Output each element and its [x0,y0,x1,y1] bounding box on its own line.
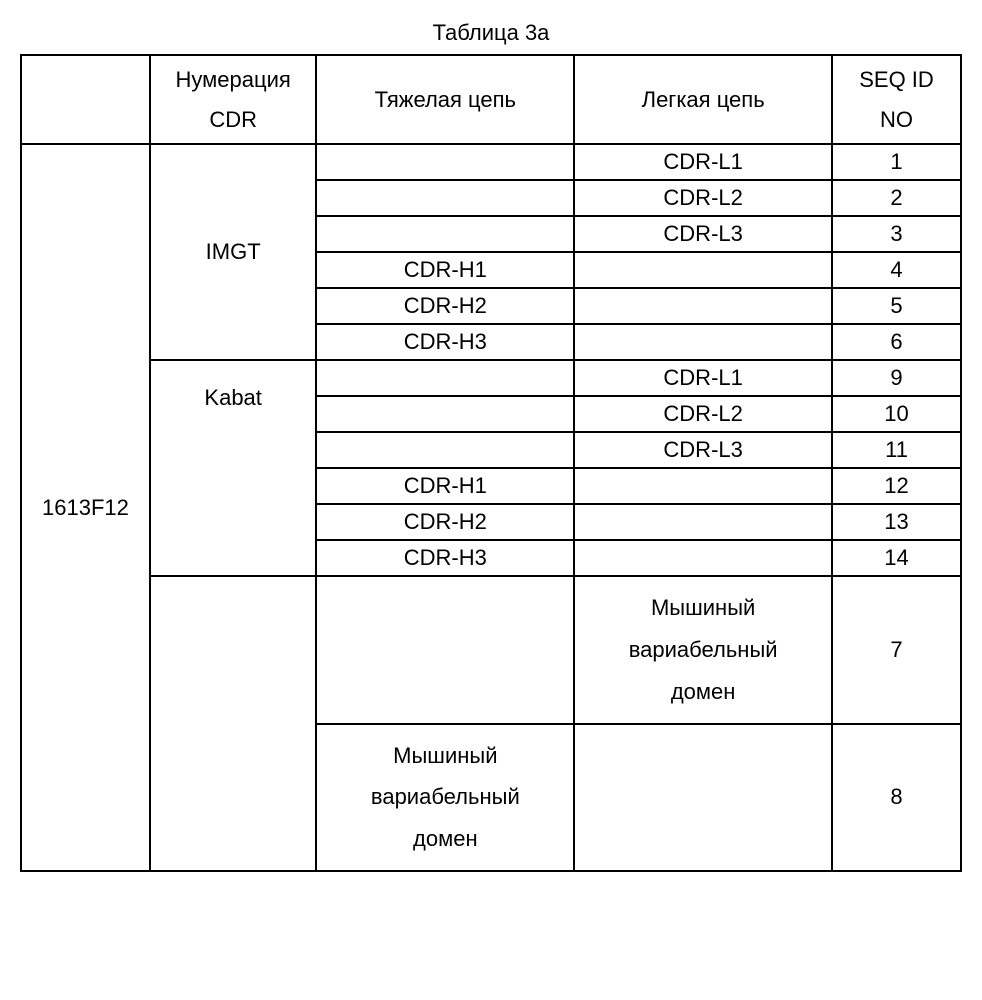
numbering-empty-cell [150,576,317,871]
light-cell: Мышиный вариабельный домен [574,576,832,723]
heavy-domain-line1: Мышиный [393,743,497,768]
light-cell [574,504,832,540]
heavy-cell [316,180,574,216]
light-domain-line3: домен [671,679,736,704]
seqid-cell: 11 [832,432,961,468]
heavy-domain-line3: домен [413,826,478,851]
header-seqid-line2: NO [880,107,913,132]
light-cell [574,540,832,576]
table-row: Kabat CDR-L1 9 [21,360,961,396]
light-cell [574,288,832,324]
heavy-cell [316,216,574,252]
header-seqid: SEQ ID NO [832,55,961,144]
heavy-cell [316,432,574,468]
light-domain-line2: вариабельный [629,637,778,662]
light-cell [574,324,832,360]
light-cell: CDR-L2 [574,396,832,432]
heavy-cell: CDR-H2 [316,288,574,324]
light-cell: CDR-L3 [574,216,832,252]
light-domain-line1: Мышиный [651,595,755,620]
table-row: Мышиный вариабельный домен 7 [21,576,961,723]
heavy-cell [316,576,574,723]
table-row: 1613F12 IMGT CDR-L1 1 [21,144,961,180]
seqid-cell: 4 [832,252,961,288]
seqid-cell: 14 [832,540,961,576]
numbering-kabat-cell: Kabat [150,360,317,576]
header-cdr-line2: CDR [209,107,257,132]
heavy-cell [316,396,574,432]
light-cell [574,252,832,288]
heavy-cell: CDR-H1 [316,468,574,504]
light-cell: CDR-L1 [574,144,832,180]
light-cell [574,724,832,871]
seqid-cell: 7 [832,576,961,723]
light-cell: CDR-L3 [574,432,832,468]
heavy-cell: CDR-H1 [316,252,574,288]
heavy-cell [316,360,574,396]
header-light-chain: Легкая цепь [574,55,832,144]
header-seqid-line1: SEQ ID [859,67,934,92]
heavy-cell: Мышиный вариабельный домен [316,724,574,871]
heavy-cell: CDR-H3 [316,540,574,576]
table-title: Таблица 3а [20,20,962,46]
light-cell [574,468,832,504]
seqid-cell: 6 [832,324,961,360]
antibody-cell: 1613F12 [21,144,150,871]
numbering-imgt-cell: IMGT [150,144,317,360]
light-cell: CDR-L1 [574,360,832,396]
seqid-cell: 12 [832,468,961,504]
seqid-cell: 5 [832,288,961,324]
seqid-cell: 13 [832,504,961,540]
header-empty [21,55,150,144]
heavy-cell: CDR-H2 [316,504,574,540]
header-row: Нумерация CDR Тяжелая цепь Легкая цепь S… [21,55,961,144]
seqid-cell: 3 [832,216,961,252]
header-heavy-chain: Тяжелая цепь [316,55,574,144]
seqid-cell: 1 [832,144,961,180]
seqid-cell: 9 [832,360,961,396]
seqid-cell: 10 [832,396,961,432]
light-cell: CDR-L2 [574,180,832,216]
header-cdr-numbering: Нумерация CDR [150,55,317,144]
heavy-cell: CDR-H3 [316,324,574,360]
heavy-domain-line2: вариабельный [371,784,520,809]
heavy-cell [316,144,574,180]
seqid-cell: 8 [832,724,961,871]
seqid-cell: 2 [832,180,961,216]
header-cdr-line1: Нумерация [176,67,291,92]
cdr-table: Нумерация CDR Тяжелая цепь Легкая цепь S… [20,54,962,872]
